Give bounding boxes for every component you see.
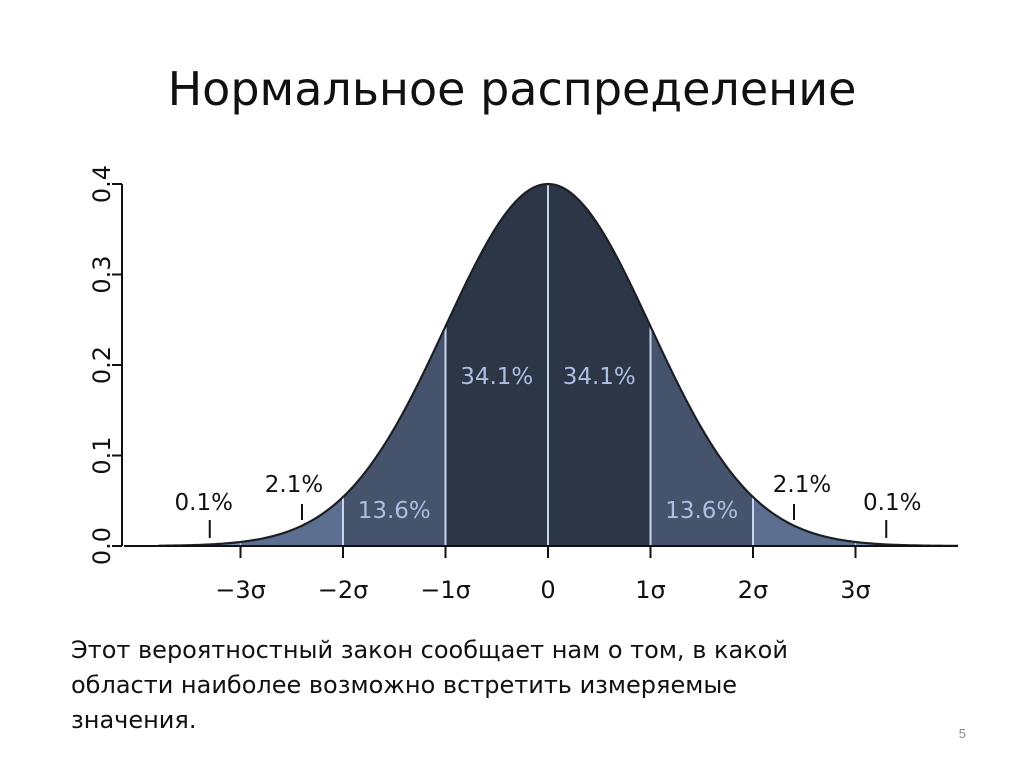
caption-line-2: области наиболее возможно встретить изме… xyxy=(71,671,738,699)
caption-line-3: значения. xyxy=(71,706,197,734)
slide-title: Нормальное распределение xyxy=(167,62,857,116)
page-number: 5 xyxy=(958,726,966,741)
band-left-tail xyxy=(158,541,241,546)
band-label-5: 13.6% xyxy=(665,498,738,524)
percentage-labels: 2.1% 13.6% 34.1% 34.1% 13.6% 2.1% 0.1% 0.1% xyxy=(175,364,921,538)
y-tick-label-4: 0.4 xyxy=(88,165,116,203)
caption-line-1: Этот вероятностный закон сообщает нам о … xyxy=(71,636,788,664)
x-tick-label-2: −1σ xyxy=(420,576,471,604)
y-tick-label-0: 0.0 xyxy=(88,527,116,565)
x-tick-label-0: −3σ xyxy=(215,576,266,604)
density-curve xyxy=(158,182,959,547)
band-label-2: 13.6% xyxy=(358,498,431,524)
x-tick-label-1: −2σ xyxy=(318,576,369,604)
band-label-6: 2.1% xyxy=(773,472,831,498)
y-tick-label-2: 0.2 xyxy=(88,346,116,384)
band-label-4: 34.1% xyxy=(563,364,636,390)
band-1 xyxy=(240,497,343,546)
y-tick-label-3: 0.3 xyxy=(88,255,116,293)
axes: 0.0 0.1 0.2 0.3 0.4 −3σ −2σ −1σ 0 1σ 2σ 3σ xyxy=(88,165,958,604)
x-tick-label-6: 3σ xyxy=(840,576,870,604)
band-label-3: 34.1% xyxy=(460,364,533,390)
x-tick-label-4: 1σ xyxy=(635,576,665,604)
caption: Этот вероятностный закон сообщает нам о … xyxy=(71,633,931,738)
band-label-1: 2.1% xyxy=(265,472,323,498)
band-6 xyxy=(753,497,856,546)
y-tick-label-1: 0.1 xyxy=(88,436,116,474)
normal-distribution-chart: 0.0 0.1 0.2 0.3 0.4 −3σ −2σ −1σ 0 1σ 2σ 3σ 2.1% 13.6… xyxy=(88,165,959,604)
x-tick-label-3: 0 xyxy=(540,576,555,604)
tail-label-left: 0.1% xyxy=(175,490,233,516)
x-tick-label-5: 2σ xyxy=(738,576,768,604)
sigma-dividers xyxy=(239,184,857,546)
tail-label-right: 0.1% xyxy=(863,490,921,516)
